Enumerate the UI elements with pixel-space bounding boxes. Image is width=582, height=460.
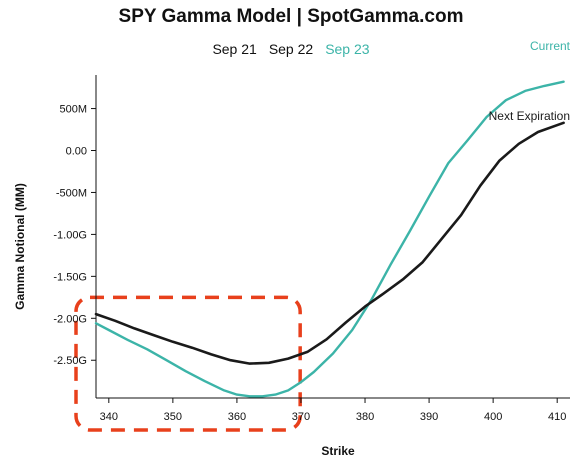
x-tick-label: 380 xyxy=(356,411,374,423)
y-tick-label: 500M xyxy=(59,104,87,116)
series-line-next-expiration xyxy=(94,121,565,365)
y-tick-label: 0.00 xyxy=(66,146,87,158)
tab-sep-23[interactable]: Sep 23 xyxy=(325,41,370,57)
x-tick-label: 400 xyxy=(484,411,502,423)
x-tick-label: 410 xyxy=(548,411,566,423)
series-line-current xyxy=(94,80,565,398)
tab-sep-21[interactable]: Sep 21 xyxy=(212,41,257,57)
x-axis-label: Strike xyxy=(321,444,355,458)
y-tick-label: -500M xyxy=(56,187,87,199)
x-tick-label: 350 xyxy=(164,411,182,423)
y-tick-label: -2.00G xyxy=(53,313,87,325)
expiration-tabs: Sep 21 Sep 22 Sep 23 xyxy=(0,41,582,57)
series-label-current: Current xyxy=(530,39,571,53)
y-axis-label: Gamma Notional (MM) xyxy=(13,183,27,310)
chart-title: SPY Gamma Model | SpotGamma.com xyxy=(118,6,464,27)
x-tick-label: 370 xyxy=(292,411,310,423)
x-tick-label: 390 xyxy=(420,411,438,423)
y-tick-label: -1.00G xyxy=(53,229,87,241)
x-tick-label: 360 xyxy=(228,411,246,423)
tab-sep-22[interactable]: Sep 22 xyxy=(268,41,314,57)
y-tick-label: -1.50G xyxy=(53,271,87,283)
highlight-box xyxy=(74,295,302,432)
series-label-next-expiration: Next Expiration xyxy=(489,109,570,123)
y-tick-label: -2.50G xyxy=(53,355,87,367)
x-tick-label: 340 xyxy=(100,411,118,423)
